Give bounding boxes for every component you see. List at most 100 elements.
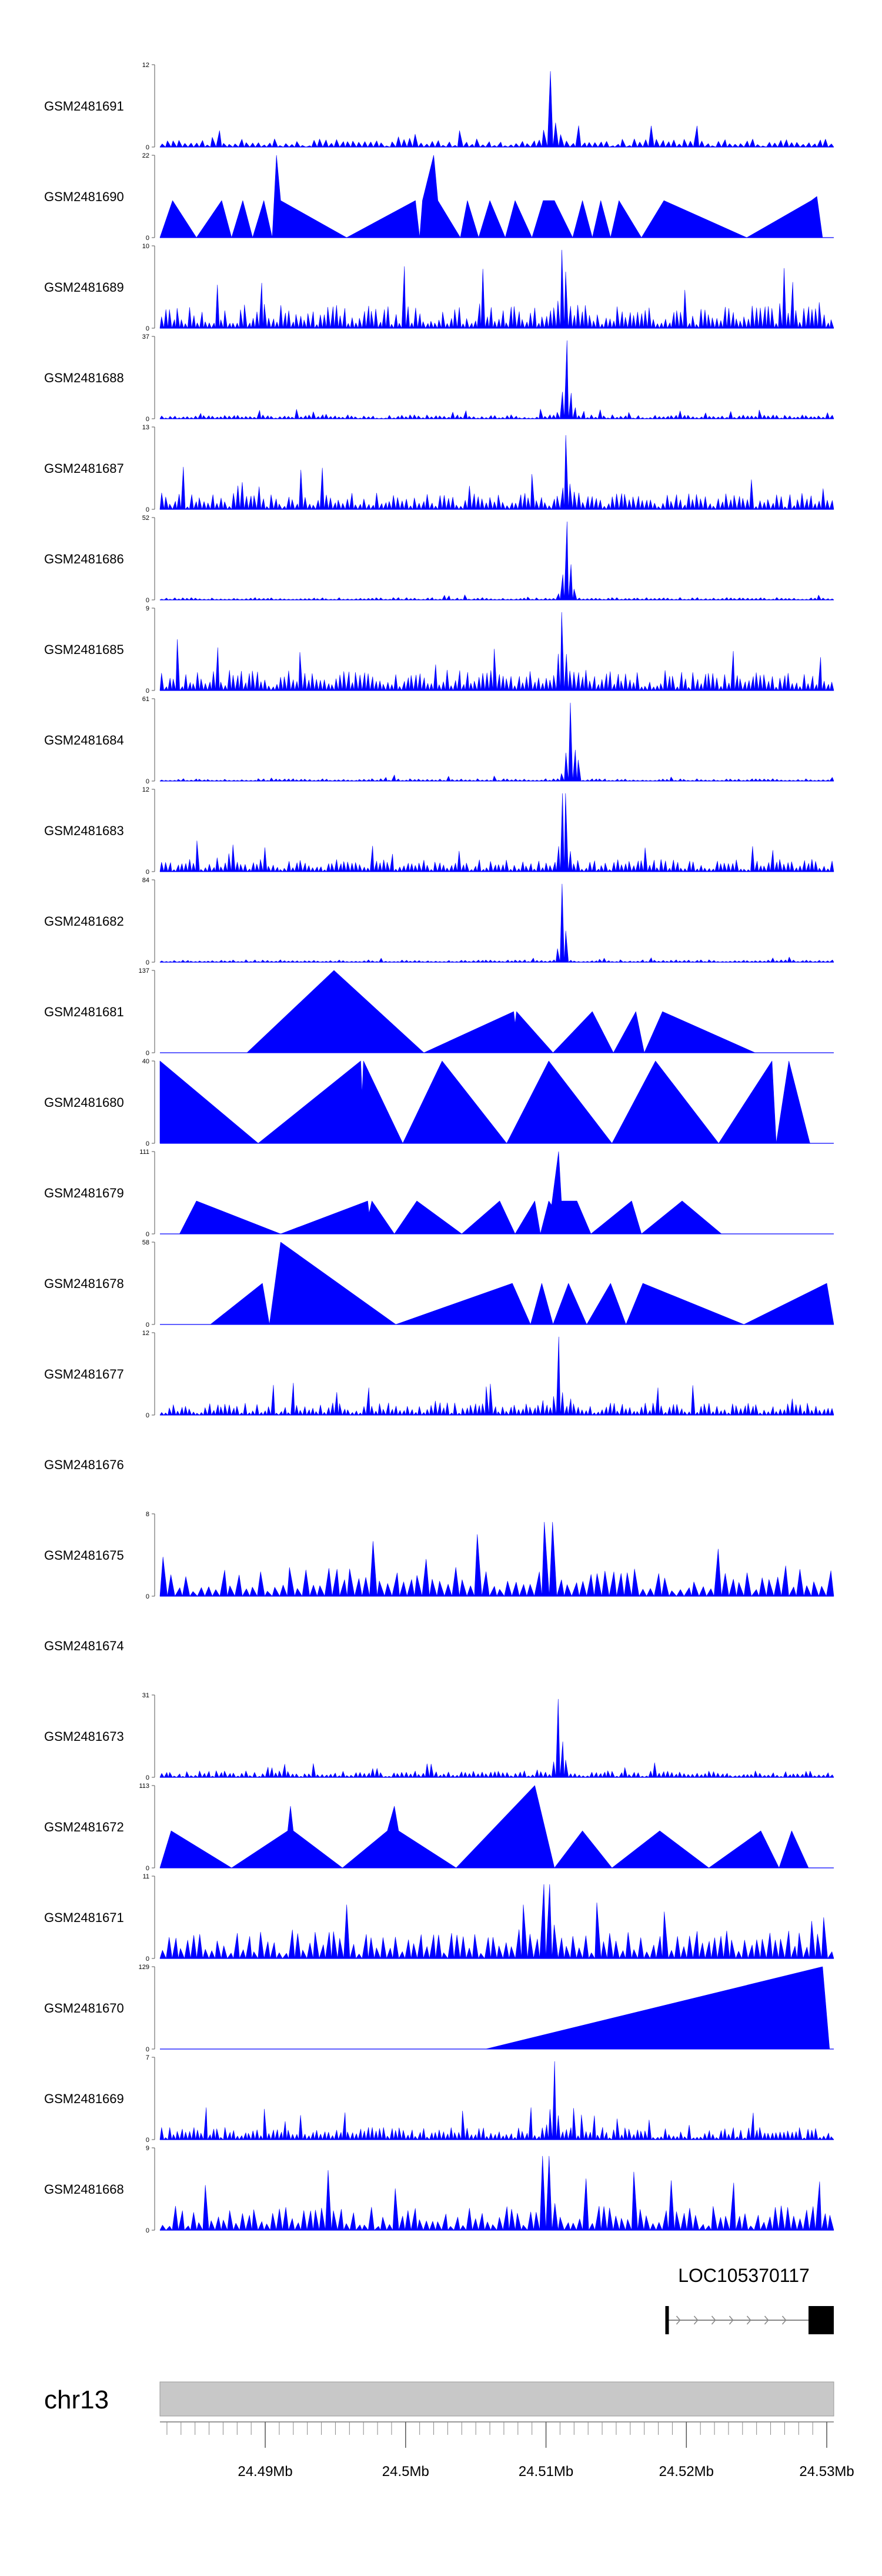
gene-exon-1 (665, 2306, 669, 2334)
signal-area (159, 435, 834, 510)
gene-exon-2 (808, 2306, 834, 2334)
y-zero-label: 0 (146, 235, 149, 242)
signal-area (159, 2155, 834, 2231)
chromosome-label: chr13 (44, 2385, 109, 2414)
track-gsm2481687: GSM2481687 13 0 (44, 424, 834, 513)
strand-chevron (781, 2315, 787, 2325)
track-gsm2481682: GSM2481682 84 0 (44, 877, 834, 966)
signal-area (159, 1785, 809, 1868)
track-label: GSM2481669 (44, 2091, 124, 2106)
signal-area (179, 1151, 722, 1234)
track-label: GSM2481690 (44, 189, 124, 204)
track-gsm2481679: GSM2481679 111 0 (44, 1149, 834, 1238)
track-gsm2481669: GSM2481669 7 0 (44, 2054, 834, 2144)
track-label: GSM2481689 (44, 280, 124, 295)
y-zero-label: 0 (146, 1050, 149, 1057)
y-zero-label: 0 (146, 688, 149, 695)
track-gsm2481680: GSM2481680 40 0 (44, 1058, 834, 1147)
y-zero-label: 0 (146, 1412, 149, 1419)
y-max-label: 52 (142, 515, 149, 522)
track-gsm2481688: GSM2481688 37 0 (44, 333, 834, 423)
y-zero-label: 0 (146, 1956, 149, 1963)
signal-area (159, 1699, 834, 1778)
y-max-label: 137 (139, 967, 149, 975)
y-max-label: 22 (142, 152, 149, 159)
y-max-label: 111 (139, 1149, 149, 1156)
gene-label: LOC105370117 (678, 2265, 810, 2286)
y-max-label: 58 (142, 1239, 149, 1246)
y-zero-label: 0 (146, 144, 149, 151)
track-label: GSM2481687 (44, 461, 124, 476)
y-zero-label: 0 (146, 1774, 149, 1781)
y-max-label: 12 (142, 62, 149, 69)
track-label: GSM2481678 (44, 1276, 124, 1291)
track-label: GSM2481671 (44, 1910, 124, 1925)
strand-chevron (746, 2315, 751, 2325)
track-gsm2481670: GSM2481670 129 0 (44, 1964, 834, 2053)
track-gsm2481683: GSM2481683 12 0 (44, 786, 834, 876)
y-zero-label: 0 (146, 1140, 149, 1147)
signal-area (159, 249, 834, 329)
strand-chevron (676, 2315, 681, 2325)
track-label: GSM2481675 (44, 1548, 124, 1563)
y-max-label: 61 (142, 696, 149, 703)
y-max-label: 31 (142, 1692, 149, 1699)
tick-label: 24.51Mb (519, 2464, 573, 2480)
strand-chevron (693, 2315, 699, 2325)
y-zero-label: 0 (146, 2046, 149, 2053)
y-max-label: 7 (146, 2054, 149, 2061)
signal-area (159, 1336, 834, 1416)
signal-area (159, 71, 834, 148)
y-zero-label: 0 (146, 869, 149, 876)
y-max-label: 9 (146, 2145, 149, 2152)
track-gsm2481673: GSM2481673 31 0 (44, 1692, 834, 1781)
signal-area (159, 702, 834, 782)
track-gsm2481691: GSM2481691 12 0 (44, 62, 834, 151)
track-gsm2481675: GSM2481675 8 0 (44, 1511, 834, 1600)
track-gsm2481677: GSM2481677 12 0 (44, 1330, 834, 1419)
signal-area (159, 340, 834, 419)
track-gsm2481668: GSM2481668 9 0 (44, 2145, 834, 2234)
track-gsm2481690: GSM2481690 22 0 (44, 152, 834, 242)
signal-area (159, 2061, 834, 2140)
track-gsm2481686: GSM2481686 52 0 (44, 515, 834, 604)
signal-area (485, 1966, 830, 2050)
y-zero-label: 0 (146, 959, 149, 966)
track-label: GSM2481681 (44, 1005, 124, 1019)
track-label: GSM2481684 (44, 733, 124, 748)
track-label: GSM2481680 (44, 1095, 124, 1110)
track-gsm2481671: GSM2481671 11 0 (44, 1873, 834, 1963)
tick-label: 24.52Mb (659, 2464, 714, 2480)
y-zero-label: 0 (146, 597, 149, 604)
signal-area (159, 793, 834, 872)
track-label: GSM2481676 (44, 1457, 124, 1472)
y-max-label: 40 (142, 1058, 149, 1065)
y-max-label: 129 (139, 1964, 149, 1971)
track-label: GSM2481677 (44, 1367, 124, 1382)
y-zero-label: 0 (146, 416, 149, 423)
y-max-label: 13 (142, 424, 149, 431)
strand-chevron (729, 2315, 734, 2325)
track-gsm2481681: GSM2481681 137 0 (44, 967, 834, 1057)
track-gsm2481672: GSM2481672 113 0 (44, 1783, 834, 1872)
track-label: GSM2481682 (44, 914, 124, 929)
signal-area (246, 970, 756, 1053)
signal-area (159, 612, 834, 691)
tick-label: 24.49Mb (238, 2464, 292, 2480)
track-label: GSM2481679 (44, 1186, 124, 1200)
track-label: GSM2481673 (44, 1729, 124, 1744)
track-label: GSM2481672 (44, 1820, 124, 1834)
track-label: GSM2481674 (44, 1639, 124, 1653)
y-max-label: 12 (142, 786, 149, 793)
track-gsm2481689: GSM2481689 10 0 (44, 243, 834, 332)
y-zero-label: 0 (146, 2227, 149, 2234)
y-zero-label: 0 (146, 506, 149, 513)
chromosome-band (159, 2381, 834, 2417)
signal-area (159, 1884, 834, 1959)
strand-chevron (711, 2315, 716, 2325)
track-label: GSM2481685 (44, 642, 124, 657)
gene-track: LOC105370117 (665, 2265, 834, 2334)
signal-area (159, 883, 834, 963)
y-zero-label: 0 (146, 325, 149, 332)
